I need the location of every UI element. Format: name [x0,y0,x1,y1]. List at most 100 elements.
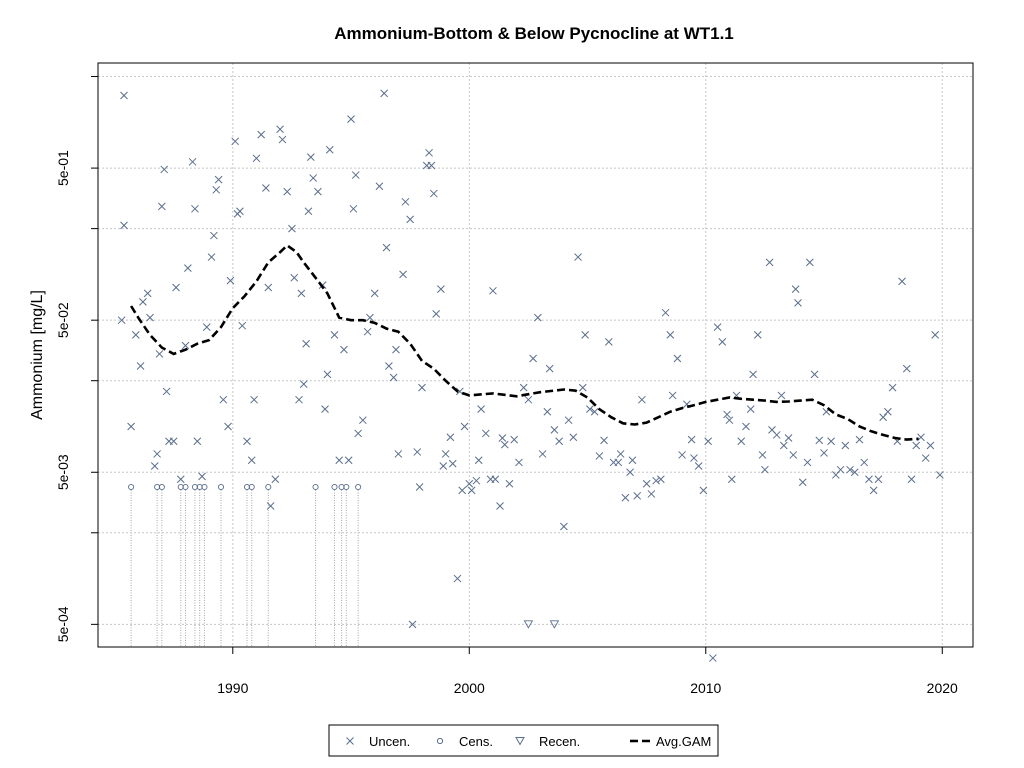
point-uncensored [794,298,802,307]
point-uncensored [214,175,223,184]
y-tick-label: 5e-02 [55,302,71,338]
point-uncensored [276,125,284,134]
grid [98,63,973,647]
point-uncensored [193,437,202,446]
x-tick-label: 2010 [690,680,721,696]
point-recensored [549,620,560,629]
point-uncensored [884,407,892,416]
point-uncensored [437,285,445,293]
point-uncensored [550,426,559,434]
point-censored [331,483,338,491]
point-uncensored [869,486,878,495]
point-uncensored [136,362,145,370]
point-uncensored [498,434,507,442]
point-uncensored [737,437,746,446]
point-uncensored [465,479,474,488]
point-uncensored [574,253,582,261]
point-uncensored [150,462,159,470]
point-recensored [523,620,534,629]
point-uncensored [460,422,469,431]
point-uncensored [191,204,199,213]
point-censored [338,483,345,491]
point-uncensored [926,441,935,450]
point-uncensored [850,468,859,477]
point-censored [196,483,203,491]
point-uncensored [718,338,727,346]
point-uncensored [266,502,275,510]
legend-symbol-censored [436,737,444,745]
y-tick-label: 5e-01 [55,150,71,186]
point-censored [158,483,165,491]
legend-label: Cens. [459,734,493,749]
point-uncensored [647,490,656,498]
point-uncensored [347,115,355,123]
point-censored [243,483,251,491]
point-uncensored [633,491,642,500]
point-uncensored [761,465,769,474]
point-uncensored [297,289,306,298]
point-uncensored [827,437,835,446]
point-uncensored [224,422,232,431]
point-uncensored [304,207,313,216]
point-uncensored [538,450,547,458]
point-uncensored [846,465,854,474]
point-uncensored [441,450,450,458]
censored-lines [130,489,359,647]
point-uncensored [690,454,698,462]
point-uncensored [243,437,251,446]
point-uncensored [699,486,708,495]
point-uncensored [370,289,379,298]
point-uncensored [427,161,436,170]
y-axis: 5e-04 5e-03 5e-02 5e-01 [55,76,98,642]
point-uncensored [784,434,793,442]
point-uncensored [555,437,564,446]
point-uncensored [146,313,154,322]
point-uncensored [777,391,786,400]
point-uncensored [207,253,216,261]
point-uncensored [401,197,410,206]
point-uncensored [448,459,457,468]
point-uncensored [534,313,542,322]
point-uncensored [604,338,613,346]
point-uncensored [902,364,911,373]
point-uncensored [231,137,240,146]
point-uncensored [820,449,828,457]
point-uncensored [120,221,128,230]
point-uncensored [855,435,864,444]
point-uncensored [288,224,296,233]
point-censored [217,483,225,491]
point-uncensored [749,370,757,379]
point-uncensored [399,270,407,279]
point-uncensored [505,479,514,488]
point-uncensored [250,395,258,404]
x-tick-label: 1990 [217,680,248,696]
point-uncensored [198,472,206,481]
point-uncensored [912,441,921,450]
point-uncensored [519,383,528,392]
point-uncensored [713,323,722,331]
point-uncensored [117,316,126,325]
point-uncensored [408,620,417,629]
point-uncensored [810,370,819,379]
point-uncensored [841,441,850,450]
point-uncensored [226,276,235,285]
legend-label: Uncen. [369,734,410,749]
point-uncensored [779,441,788,450]
point-uncensored [335,456,344,465]
point-uncensored [127,422,135,431]
point-uncensored [791,285,800,293]
point-uncensored [529,354,537,363]
point-uncensored [656,475,665,484]
point-uncensored [385,362,393,370]
point-uncensored [252,154,261,163]
point-uncensored [578,383,587,392]
point-censored [177,483,184,491]
point-uncensored [212,185,221,194]
point-uncensored [184,264,192,272]
point-uncensored [330,331,339,339]
point-censored [312,483,319,491]
x-tick-label: 2000 [454,680,485,696]
point-uncensored [614,458,623,467]
point-uncensored [936,471,944,479]
point-uncensored [746,405,755,414]
